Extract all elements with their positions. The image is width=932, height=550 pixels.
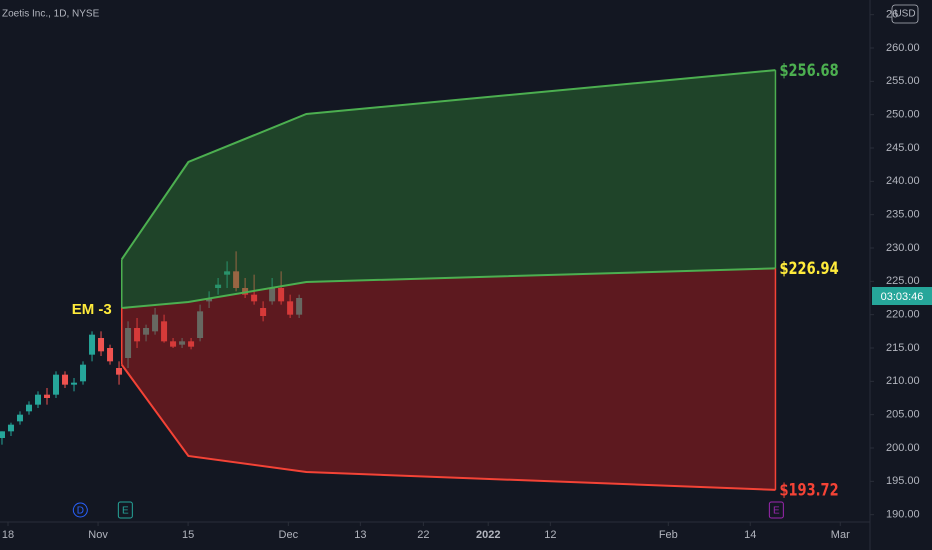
- event-label[interactable]: E: [773, 506, 780, 517]
- y-tick-label: 195.00: [886, 475, 920, 487]
- candle-body: [215, 284, 222, 288]
- y-tick-label: 250.00: [886, 109, 920, 121]
- candle-body: [224, 271, 231, 275]
- countdown-box: [872, 287, 932, 305]
- cone-value-label: $193.72: [779, 480, 838, 500]
- y-tick-label: 225.00: [886, 275, 920, 287]
- y-tick-label: 235.00: [886, 209, 920, 221]
- y-tick-label: 230.00: [886, 242, 920, 254]
- y-tick-label: 190.00: [886, 509, 920, 521]
- candle-body: [107, 348, 114, 362]
- x-tick-label: 12: [544, 529, 556, 541]
- y-tick-label: 245.00: [886, 142, 920, 154]
- candle-body: [80, 364, 87, 382]
- y-tick-label: 255.00: [886, 75, 920, 87]
- candle-body: [179, 341, 186, 345]
- candle-body: [25, 404, 32, 412]
- candle-body: [296, 298, 303, 315]
- candle-body: [152, 314, 159, 332]
- lower-cone-line: [120, 364, 776, 491]
- cone-value-label: $226.94: [779, 258, 838, 278]
- y-tick-label: 210.00: [886, 375, 920, 387]
- upper-cone-area: [121, 70, 776, 308]
- candle-body: [278, 288, 285, 302]
- currency[interactable]: USD: [894, 9, 915, 20]
- candle-body: [170, 341, 177, 347]
- x-tick-label: 14: [744, 529, 756, 541]
- candle-body: [242, 288, 249, 295]
- x-tick-label: 15: [182, 529, 194, 541]
- event-label[interactable]: D: [77, 506, 84, 517]
- candle-body: [197, 311, 204, 338]
- y-tick-label: 260.00: [886, 42, 920, 54]
- candle-body: [161, 321, 168, 342]
- x-tick-label: 13: [354, 529, 366, 541]
- chart-title: Zoetis Inc., 1D, NYSE: [2, 9, 100, 20]
- currency-box[interactable]: [891, 4, 919, 24]
- y-tick-label: 200.00: [886, 442, 920, 454]
- x-tick-label: Mar: [831, 529, 850, 541]
- candle-body: [251, 294, 258, 302]
- candle-body: [206, 298, 213, 302]
- event-icon[interactable]: [768, 501, 784, 519]
- x-tick-label: 2022: [476, 529, 500, 541]
- candle-body: [16, 414, 23, 422]
- candle-body: [143, 328, 150, 335]
- annotation: EM -3: [72, 301, 112, 318]
- candle-body: [269, 288, 276, 302]
- x-tick-label: Feb: [659, 529, 678, 541]
- candle-body: [188, 341, 195, 347]
- countdown: 03:03:46: [881, 291, 924, 303]
- x-tick-label: Dec: [279, 529, 299, 541]
- candle-body: [62, 374, 69, 385]
- event-label[interactable]: E: [122, 506, 129, 517]
- cone-value-label: $256.68: [779, 60, 838, 80]
- candle-body: [233, 271, 240, 288]
- candle-body: [98, 338, 105, 352]
- candle-body: [89, 334, 96, 355]
- event-icon[interactable]: [117, 501, 133, 519]
- x-tick-label: 18: [2, 529, 14, 541]
- candle-body: [0, 431, 5, 438]
- candle-body: [116, 368, 123, 375]
- lower-cone-area: [121, 268, 776, 490]
- event-icon[interactable]: [72, 502, 88, 518]
- candle-body: [34, 394, 41, 405]
- y-tick-label: 205.00: [886, 409, 920, 421]
- candle-body: [260, 308, 267, 316]
- y-tick-label: 26: [886, 9, 898, 21]
- candle-body: [7, 424, 14, 432]
- candle-body: [44, 394, 51, 398]
- candle-body: [53, 374, 60, 395]
- y-tick-label: 215.00: [886, 342, 920, 354]
- mid-cone-line: [121, 267, 776, 309]
- candle-body: [134, 328, 141, 342]
- candle-body: [71, 382, 78, 385]
- candle-body: [287, 301, 294, 315]
- x-tick-label: 22: [417, 529, 429, 541]
- x-tick-label: Nov: [88, 529, 108, 541]
- y-tick-label: 220.00: [886, 309, 920, 321]
- upper-cone-line: [120, 69, 776, 260]
- candle-body: [125, 328, 132, 358]
- y-tick-label: 240.00: [886, 175, 920, 187]
